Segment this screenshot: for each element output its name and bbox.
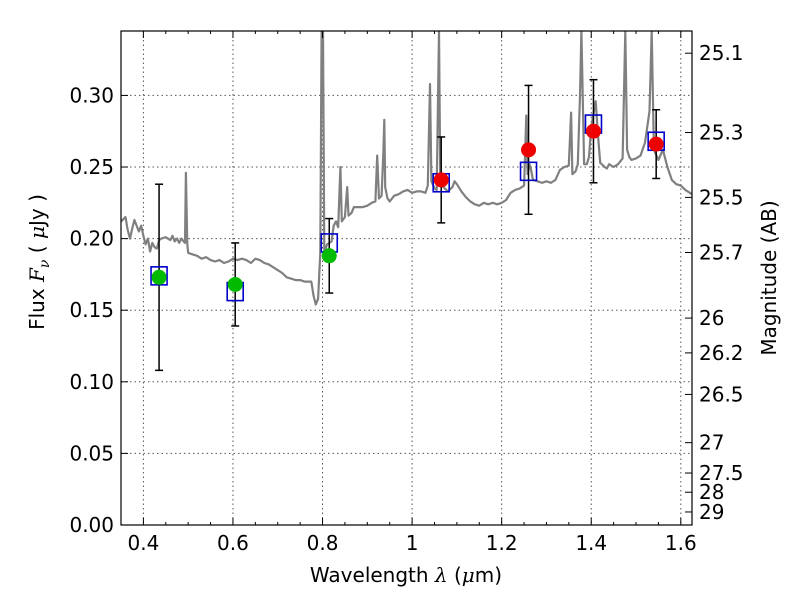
y2-axis-label: Magnitude (AB) [757, 200, 781, 355]
y-tick-label: 0.05 [69, 441, 114, 465]
x-tick-label: 0.4 [127, 531, 159, 555]
plot-frame [120, 30, 693, 526]
observed-flux-point [227, 276, 243, 292]
y2-tick-label: 25.1 [699, 41, 744, 65]
y-tick-label: 0.30 [69, 83, 114, 107]
x-tick-label: 0.6 [217, 531, 249, 555]
model-photometry-box [150, 266, 168, 286]
y2-tick-label: 25.5 [699, 185, 744, 209]
y-tick-label: 0.25 [69, 155, 114, 179]
grid-layer [121, 31, 692, 526]
x-tick-label: 1.6 [665, 531, 697, 555]
y-tick-label: 0.20 [69, 227, 114, 251]
observed-flux-point [585, 123, 601, 139]
y2-tick-label: 28 [699, 480, 724, 504]
x-tick-label: 1.4 [575, 531, 607, 555]
x-tick-label: 0.8 [307, 531, 339, 555]
x-tick-label: 1.2 [486, 531, 518, 555]
marks-layer [150, 78, 665, 372]
observed-flux-point [648, 136, 664, 152]
observed-flux-point [151, 269, 167, 285]
y2-tick-label: 27 [699, 431, 724, 455]
y2-tick-label: 27.5 [699, 461, 744, 485]
y2-tick-label: 25.7 [699, 241, 744, 265]
y-axis-label: Flux Fν ( μJy ) [25, 194, 53, 330]
y-tick-label: 0.10 [69, 370, 114, 394]
y-tick-label: 0.00 [69, 513, 114, 537]
observed-flux-point [433, 172, 449, 188]
y-tick-label: 0.15 [69, 298, 114, 322]
model-spectrum-line [121, 31, 692, 306]
x-tick-label: 1 [406, 531, 419, 555]
y2-tick-label: 26 [699, 306, 724, 330]
model-photometry-box [519, 161, 538, 182]
spectrum-layer [121, 31, 692, 306]
x-axis-label: Wavelength λ (μm) [310, 563, 502, 587]
y2-tick-label: 26.5 [699, 382, 744, 406]
y2-tick-label: 29 [699, 500, 724, 524]
observed-flux-point [321, 248, 337, 264]
axes-layer: 0.4 0.6 0.8 1 1.2 1.4 1.6 0.00 0.05 0.10 0.15 0.20 0… [69, 31, 744, 555]
observed-flux-point [521, 142, 537, 158]
y2-tick-label: 26.2 [699, 341, 744, 365]
y2-tick-label: 25.3 [699, 121, 744, 145]
